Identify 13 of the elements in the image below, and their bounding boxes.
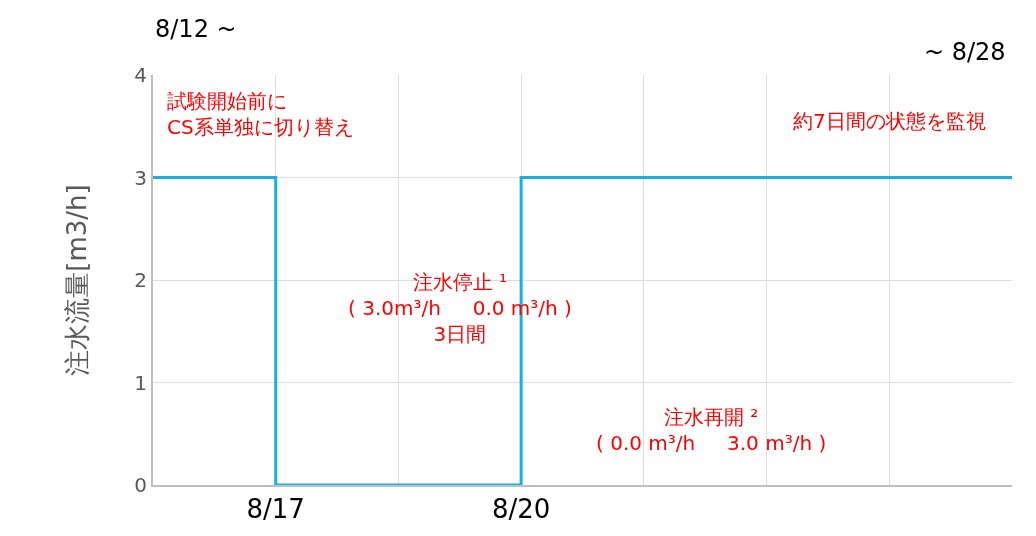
y-tick-label: 2 [134,268,147,292]
annotation: 注水再開 ² ( 0.0 m³/h 3.0 m³/h ) [596,405,827,455]
x-tick-label: 8/20 [491,494,551,525]
annotation: 約7日間の状態を監視 [793,109,986,133]
text: ~ 8/28 [924,38,1006,66]
y-tick-label: 3 [134,165,147,190]
y-tick-label: 1 [134,370,147,395]
annotation: 試験開始前に CS系単独に切り替え [167,89,354,139]
x-tick-label: 8/17 [246,494,305,525]
text: 8/12 ~ [155,15,237,43]
y-tick-label: 0 [134,473,147,497]
y-tick-label: 4 [134,63,147,87]
y-axis-title: 注水流量[m3/h] [62,184,93,376]
